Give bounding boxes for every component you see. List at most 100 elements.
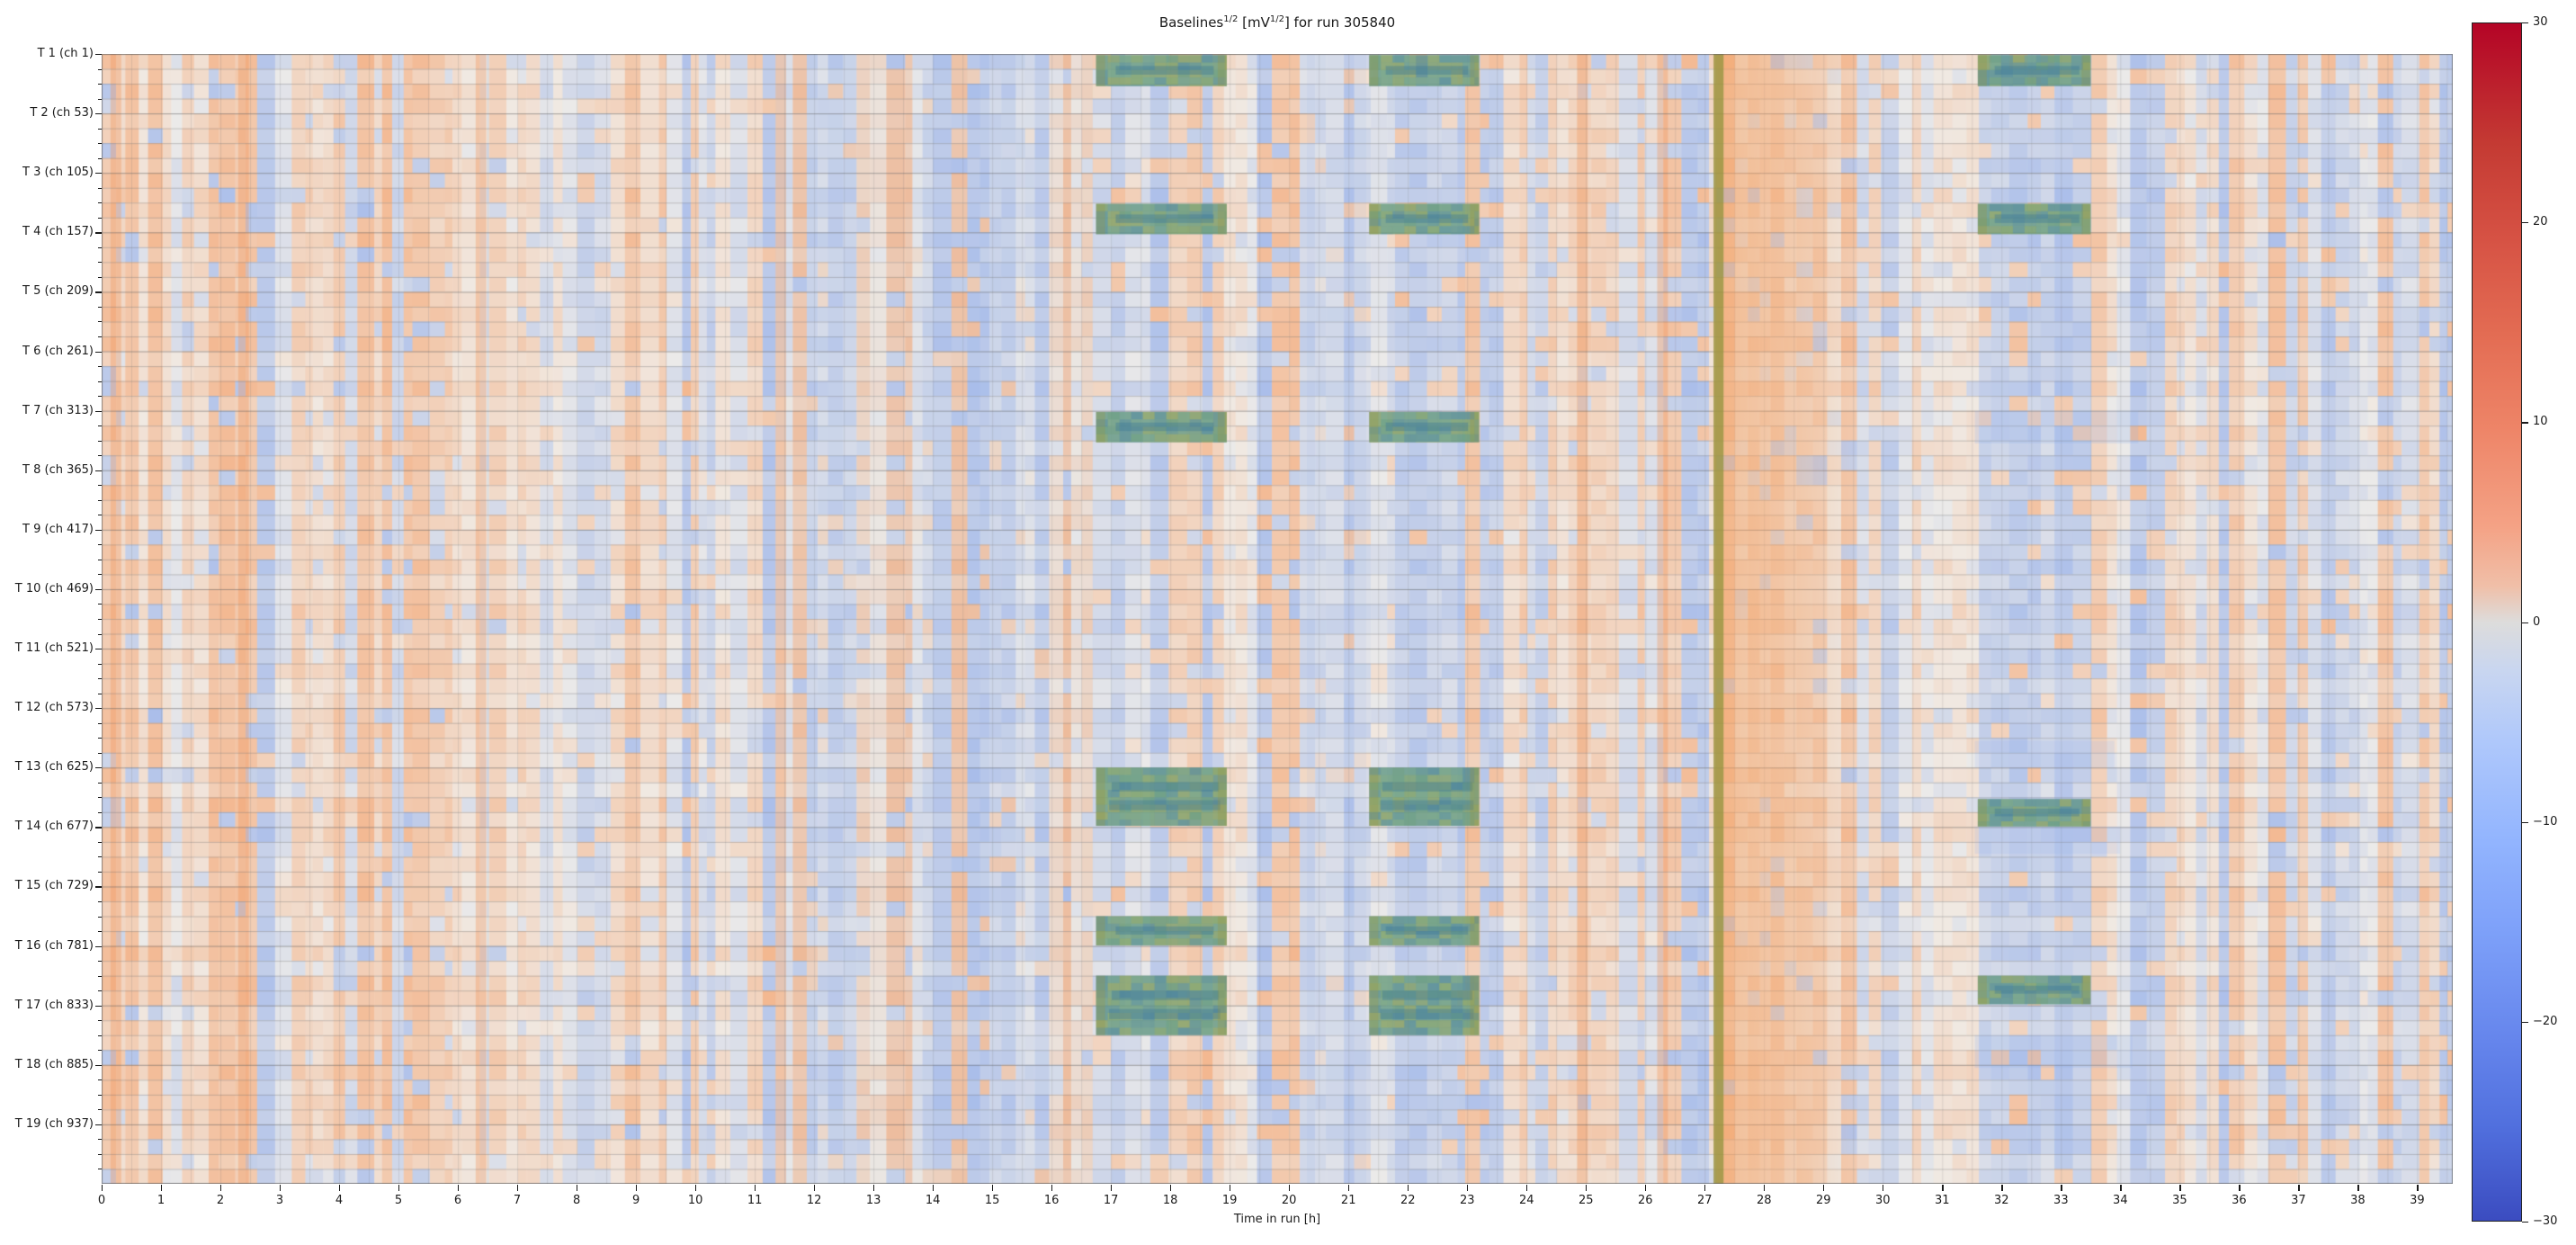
x-tick-label: 2 [216, 1194, 225, 1207]
y-minor-tick-mark [97, 1050, 102, 1052]
x-tick-mark [517, 1185, 519, 1191]
y-minor-tick-mark [97, 633, 102, 635]
colorbar-tick-label: −30 [2533, 1214, 2558, 1228]
x-tick-mark [2298, 1185, 2300, 1191]
y-minor-tick-mark [97, 336, 102, 337]
y-minor-tick-mark [97, 485, 102, 487]
y-tick-mark [95, 232, 102, 234]
y-tick-label: T 19 (ch 937) [14, 1116, 94, 1131]
x-tick-mark [1764, 1185, 1766, 1191]
x-tick-mark [161, 1185, 163, 1191]
x-tick-label: 31 [1935, 1194, 1950, 1207]
heatmap-canvas [102, 54, 2453, 1184]
y-tick-mark [95, 767, 102, 769]
x-tick-mark [1645, 1185, 1647, 1191]
x-tick-mark [2417, 1185, 2419, 1191]
x-tick-mark [1111, 1185, 1113, 1191]
y-tick-mark [95, 827, 102, 829]
colorbar-tick-mark [2522, 1021, 2528, 1024]
x-tick-label: 15 [984, 1194, 1000, 1207]
x-tick-label: 3 [275, 1194, 284, 1207]
y-minor-tick-mark [97, 262, 102, 264]
x-tick-mark [1586, 1185, 1588, 1191]
x-tick-label: 20 [1281, 1194, 1297, 1207]
x-tick-label: 32 [1994, 1194, 2009, 1207]
y-tick-label: T 15 (ch 729) [14, 879, 94, 893]
x-tick-label: 26 [1637, 1194, 1653, 1207]
y-tick-label: T 2 (ch 53) [30, 106, 94, 121]
y-minor-tick-mark [97, 797, 102, 799]
y-tick-mark [95, 1124, 102, 1126]
y-minor-tick-mark [97, 574, 102, 576]
y-tick-mark [95, 529, 102, 532]
y-minor-tick-mark [97, 663, 102, 665]
y-minor-tick-mark [97, 975, 102, 977]
y-tick-label: T 14 (ch 677) [14, 820, 94, 834]
y-minor-tick-mark [97, 276, 102, 278]
y-minor-tick-mark [97, 68, 102, 70]
y-tick-label: T 17 (ch 833) [14, 998, 94, 1012]
x-tick-mark [1823, 1185, 1825, 1191]
y-tick-label: T 11 (ch 521) [14, 641, 94, 656]
y-minor-tick-mark [97, 396, 102, 398]
y-minor-tick-mark [97, 961, 102, 963]
x-tick-mark [2357, 1185, 2359, 1191]
y-minor-tick-mark [97, 217, 102, 219]
y-minor-tick-mark [97, 990, 102, 992]
x-tick-label: 34 [2113, 1194, 2128, 1207]
y-minor-tick-mark [97, 722, 102, 724]
y-minor-tick-mark [97, 678, 102, 680]
colorbar-tick-mark [2522, 222, 2528, 224]
x-tick-mark [1348, 1185, 1350, 1191]
x-tick-mark [1526, 1185, 1528, 1191]
title-sup-1: 1/2 [1223, 14, 1239, 24]
x-tick-label: 21 [1340, 1194, 1356, 1207]
y-tick-label: T 12 (ch 573) [14, 701, 94, 715]
y-minor-tick-mark [97, 782, 102, 784]
x-tick-mark [1704, 1185, 1706, 1191]
colorbar-tick-label: −10 [2533, 814, 2558, 829]
x-tick-mark [2120, 1185, 2122, 1191]
x-tick-label: 11 [747, 1194, 763, 1207]
x-tick-mark [2239, 1185, 2241, 1191]
colorbar-tick-label: 10 [2533, 415, 2548, 429]
y-minor-tick-mark [97, 425, 102, 427]
x-tick-mark [814, 1185, 816, 1191]
x-tick-label: 18 [1162, 1194, 1178, 1207]
y-tick-label: T 13 (ch 625) [14, 760, 94, 775]
x-tick-label: 29 [1816, 1194, 1831, 1207]
y-tick-mark [95, 54, 102, 56]
x-tick-label: 30 [1875, 1194, 1891, 1207]
y-tick-label: T 18 (ch 885) [14, 1057, 94, 1071]
y-minor-tick-mark [97, 916, 102, 918]
x-tick-label: 16 [1043, 1194, 1060, 1207]
x-tick-label: 37 [2291, 1194, 2306, 1207]
y-minor-tick-mark [97, 841, 102, 843]
x-tick-mark [1170, 1185, 1172, 1191]
x-tick-label: 35 [2172, 1194, 2187, 1207]
x-tick-mark [992, 1185, 994, 1191]
x-tick-label: 36 [2232, 1194, 2247, 1207]
y-minor-tick-mark [97, 306, 102, 308]
y-tick-label: T 6 (ch 261) [22, 344, 94, 358]
y-tick-mark [95, 291, 102, 293]
y-minor-tick-mark [97, 84, 102, 85]
x-tick-label: 6 [453, 1194, 462, 1207]
x-tick-label: 14 [925, 1194, 941, 1207]
y-minor-tick-mark [97, 1020, 102, 1022]
y-minor-tick-mark [97, 143, 102, 145]
x-tick-mark [280, 1185, 282, 1191]
x-tick-mark [2001, 1185, 2003, 1191]
y-tick-label: T 1 (ch 1) [37, 47, 94, 60]
y-minor-tick-mark [97, 1035, 102, 1036]
y-tick-mark [95, 588, 102, 591]
y-tick-mark [95, 113, 102, 115]
x-tick-label: 17 [1103, 1194, 1119, 1207]
y-tick-mark [95, 173, 102, 175]
colorbar-tick-mark [2522, 22, 2528, 24]
x-tick-mark [933, 1185, 935, 1191]
y-minor-tick-mark [97, 499, 102, 501]
y-minor-tick-mark [97, 455, 102, 457]
x-tick-label: 23 [1459, 1194, 1475, 1207]
y-minor-tick-mark [97, 246, 102, 248]
